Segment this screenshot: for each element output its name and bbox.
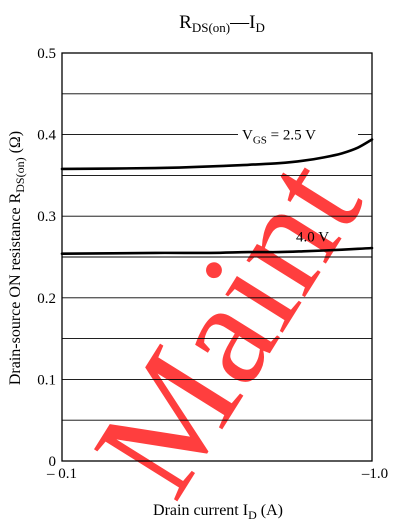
- watermark-text: Maint: [62, 131, 393, 523]
- x-tick-label: – 0.1: [46, 466, 77, 482]
- y-tick-label: 0: [49, 454, 57, 470]
- series-label-0: VGS = 2.5 V: [242, 128, 316, 147]
- chart-title: RDS(on)—ID: [179, 12, 265, 35]
- series-line-0: [60, 138, 374, 171]
- series-labels: VGS = 2.5 V 4.0 V: [238, 125, 358, 246]
- y-tick-label: 0.4: [37, 128, 56, 144]
- series-line-1: [60, 246, 374, 255]
- series-group: [60, 138, 374, 255]
- series-label-1: 4.0 V: [296, 230, 329, 246]
- y-axis-label: Drain-source ON resistance RDS(on) (Ω): [7, 131, 27, 385]
- grid-lines: [62, 93, 372, 421]
- x-axis-label: Drain current ID (A): [153, 502, 283, 522]
- plot-frame: [61, 52, 373, 462]
- x-tick-label: –1.0: [361, 466, 388, 482]
- series-label-bg: [238, 125, 358, 146]
- y-tick-label: 0.2: [37, 291, 56, 307]
- y-tick-labels: 0 0.1 0.2 0.3 0.4 0.5: [37, 46, 56, 470]
- x-tick-labels: – 0.1 –1.0: [46, 466, 388, 482]
- y-tick-label: 0.1: [37, 372, 56, 388]
- y-tick-label: 0.5: [37, 46, 56, 62]
- y-tick-label: 0.3: [37, 209, 56, 225]
- watermark: Maint: [62, 131, 393, 523]
